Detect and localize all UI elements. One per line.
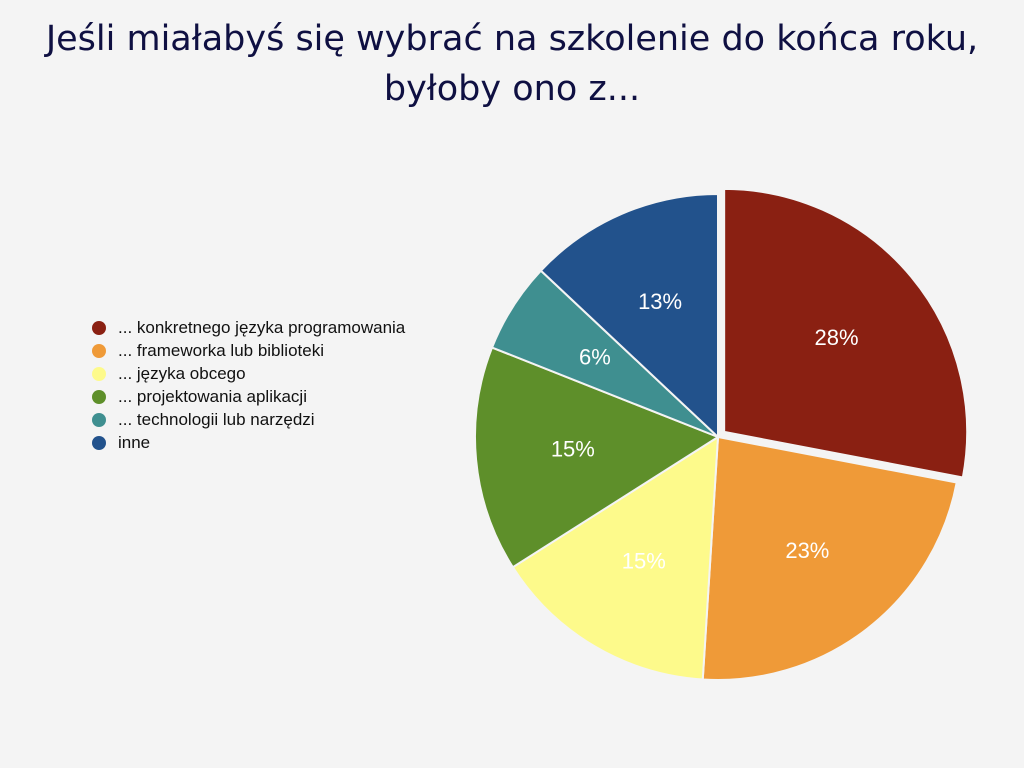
slice-value-label: 28% (814, 325, 858, 350)
legend-swatch (92, 366, 106, 381)
legend-swatch (92, 389, 106, 404)
pie-slice (723, 187, 969, 479)
title-line-1: Jeśli miałabyś się wybrać na szkolenie d… (45, 19, 979, 59)
slice-value-label: 13% (638, 289, 682, 314)
slide-title: Jeśli miałabyś się wybrać na szkolenie d… (0, 14, 1024, 114)
slice-value-label: 23% (785, 538, 829, 563)
pie-slice (701, 435, 958, 681)
legend-swatch (92, 412, 106, 427)
legend-label: ... języka obcego (118, 363, 246, 383)
slice-value-label: 6% (579, 345, 611, 370)
legend-item: ... technologii lub narzędzi (92, 408, 405, 431)
legend-item: ... konkretnego języka programowania (92, 316, 405, 339)
legend-item: ... języka obcego (92, 362, 405, 385)
legend-label: inne (118, 432, 151, 452)
legend-swatch (92, 435, 106, 450)
legend-label: ... technologii lub narzędzi (118, 409, 315, 429)
legend-item: ... projektowania aplikacji (92, 385, 405, 408)
legend-item: inne (92, 431, 405, 454)
chart-legend: ... konkretnego języka programowania ... … (92, 316, 405, 454)
pie-slice (539, 192, 719, 440)
slice-value-label: 15% (622, 548, 666, 573)
legend-label: ... konkretnego języka programowania (118, 317, 406, 337)
legend-swatch (92, 343, 106, 358)
legend-item: ... frameworka lub biblioteki (92, 339, 405, 362)
pie-slice (474, 346, 721, 569)
legend-label: ... frameworka lub biblioteki (118, 340, 324, 360)
pie-slice (511, 435, 720, 681)
legend-label: ... projektowania aplikacji (118, 386, 307, 406)
slice-value-label: 15% (551, 437, 595, 462)
title-line-2: byłoby ono z... (383, 69, 641, 109)
legend-swatch (92, 320, 106, 335)
